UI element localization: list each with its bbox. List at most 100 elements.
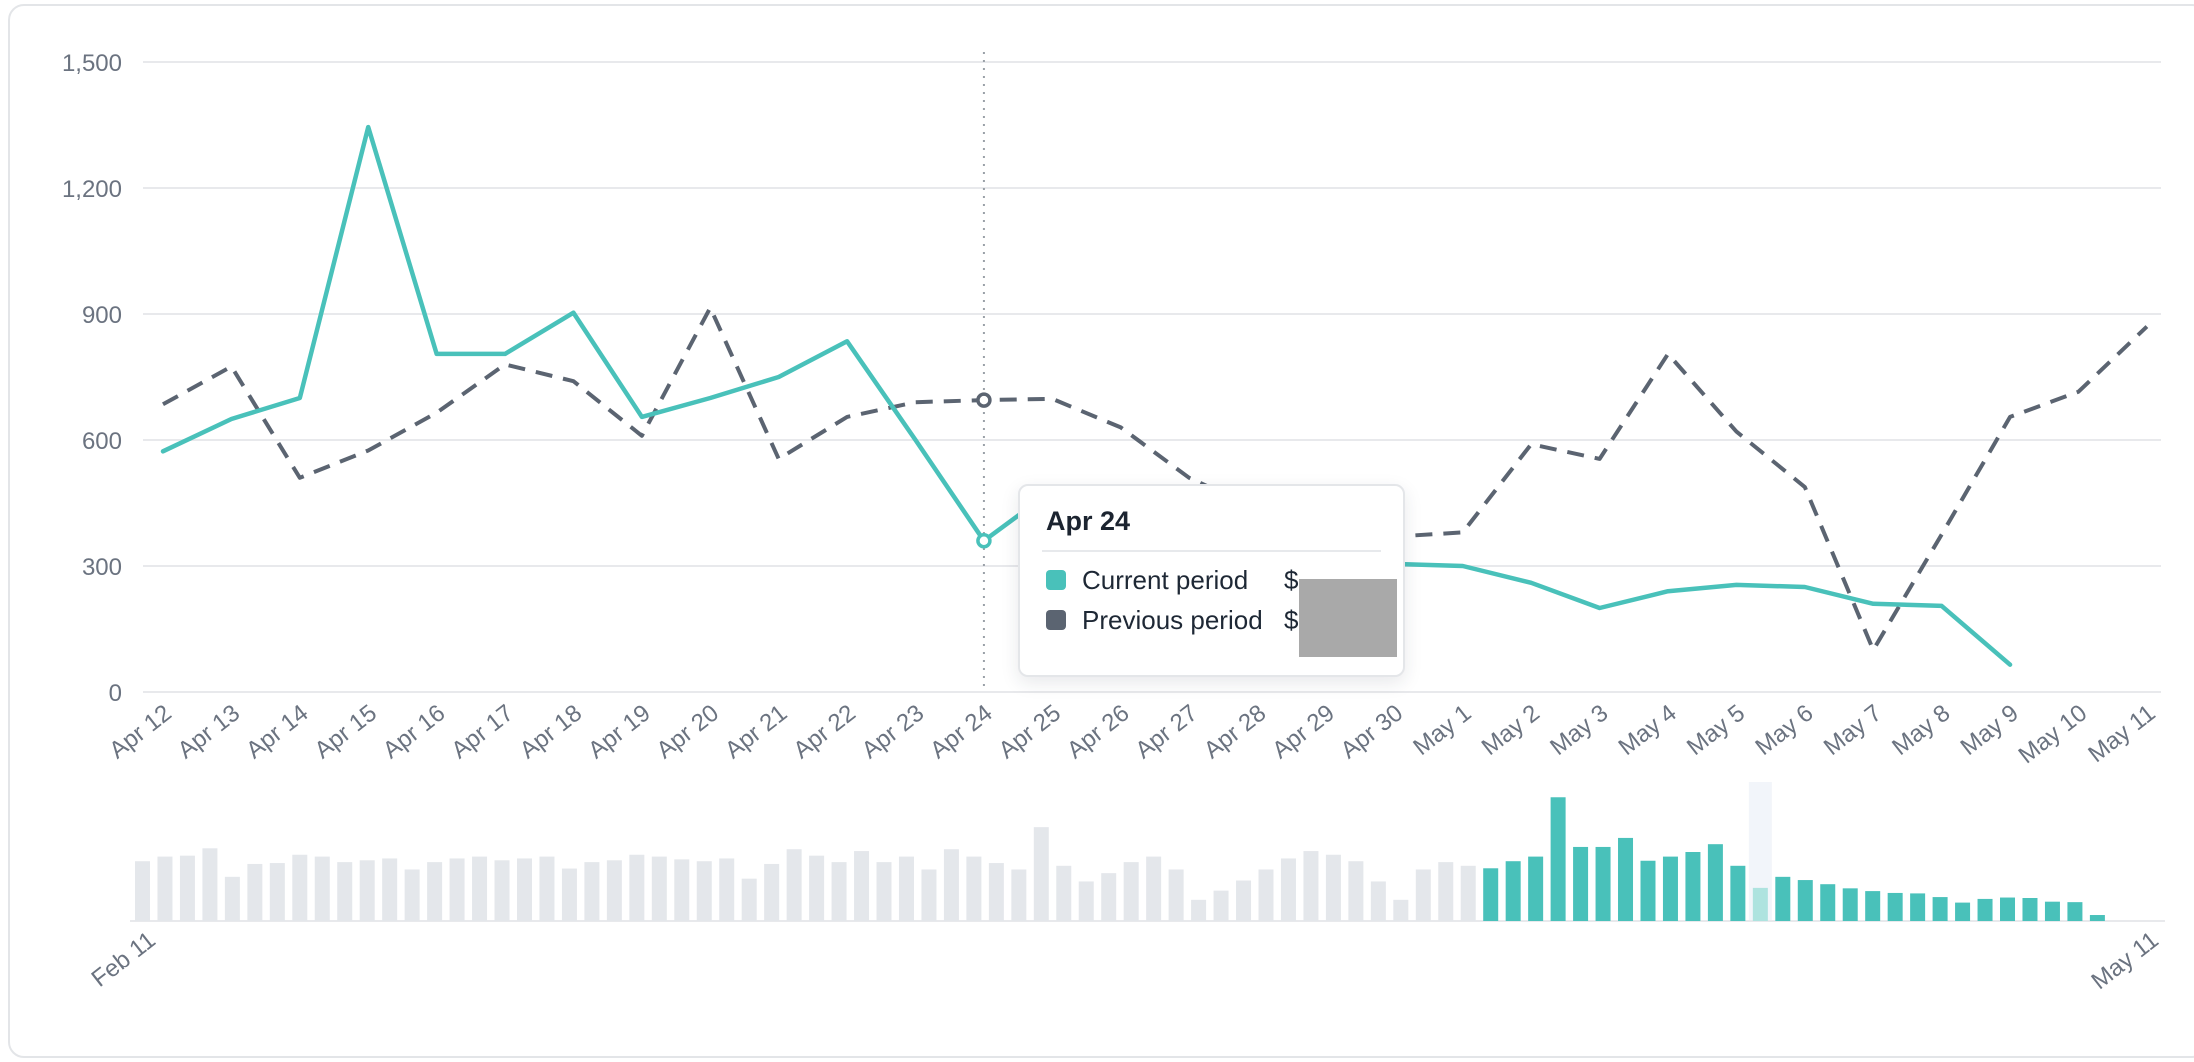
x-axis-tick-label: Apr 16 — [378, 699, 450, 764]
x-axis-tick-label: Apr 29 — [1267, 699, 1339, 764]
x-axis-tick-label: May 8 — [1887, 699, 1955, 761]
mini-bar-outside-range — [359, 860, 375, 921]
y-axis-tick-label: 900 — [82, 302, 122, 329]
mini-bar-outside-range — [516, 858, 532, 921]
current-period-label: Current period — [1082, 564, 1249, 595]
mini-bar-outside-range — [1011, 869, 1027, 921]
x-axis-tick-label: May 2 — [1477, 699, 1545, 761]
mini-bar-selected-range — [1483, 868, 1499, 921]
mini-bar-outside-range — [337, 862, 353, 921]
x-axis-tick-label: Apr 17 — [446, 699, 518, 764]
tooltip-divider — [1042, 550, 1381, 552]
x-axis-tick-label: Apr 21 — [720, 699, 792, 764]
x-axis-tick-label: Apr 30 — [1336, 699, 1408, 764]
x-axis-tick-label: Apr 24 — [925, 699, 997, 764]
mini-bar-outside-range — [1033, 827, 1049, 921]
mini-bar-selected-range — [2022, 898, 2038, 921]
previous-period-line — [162, 305, 2149, 652]
y-axis-tick-label: 600 — [82, 428, 122, 455]
mini-highlight-band — [1748, 782, 1772, 921]
mini-bar-outside-range — [988, 863, 1004, 921]
previous-period-value-prefix: $ — [1284, 604, 1299, 635]
mini-bar-selected-range — [1730, 865, 1746, 921]
mini-bar-outside-range — [179, 855, 195, 921]
mini-bar-outside-range — [876, 862, 892, 921]
current-period-swatch-icon — [1046, 570, 1066, 590]
mini-bar-outside-range — [1236, 880, 1252, 921]
mini-bar-selected-range — [1618, 837, 1634, 921]
mini-bar-outside-range — [449, 858, 465, 921]
x-axis-tick-label: May 5 — [1682, 699, 1750, 761]
x-axis-tick-label: May 7 — [1819, 699, 1887, 761]
mini-bar-selected-range — [2089, 915, 2105, 921]
mini-bar-outside-range — [427, 862, 443, 921]
mini-bar-selected-range — [2067, 902, 2083, 921]
tooltip-date-title: Apr 24 — [1046, 506, 1131, 536]
mini-bar-outside-range — [1325, 854, 1341, 921]
mini-bar-outside-range — [494, 860, 510, 921]
current-period-hover-marker — [976, 533, 992, 549]
x-axis-tick-label: May 1 — [1408, 699, 1476, 761]
mini-bar-outside-range — [1078, 881, 1094, 921]
x-axis-tick-label: Apr 22 — [788, 699, 860, 764]
mini-bar-selected-range — [1910, 893, 1926, 921]
mini-bar-selected-range — [1550, 797, 1566, 921]
x-axis-tick-label: May 11 — [2083, 699, 2160, 768]
mini-bar-outside-range — [247, 863, 263, 921]
mini-bar-outside-range — [898, 856, 914, 921]
mini-bar-outside-range — [1393, 899, 1409, 921]
x-axis-tick-label: Apr 28 — [1199, 699, 1271, 764]
mini-bar-outside-range — [854, 851, 870, 921]
mini-bar-outside-range — [135, 861, 150, 921]
mini-bar-outside-range — [1280, 858, 1296, 921]
mini-bar-outside-range — [1460, 865, 1476, 921]
x-axis-tick-label: May 4 — [1614, 699, 1682, 761]
mini-bar-outside-range — [561, 868, 577, 921]
x-axis-tick-label: May 9 — [1956, 699, 2024, 761]
hover-tooltip: Apr 24 Current period $ Previous period … — [1018, 484, 1405, 677]
mini-bar-outside-range — [1438, 862, 1454, 921]
range-selector-chart[interactable]: Feb 11 May 11 — [0, 780, 2194, 1062]
mini-bar-outside-range — [1191, 899, 1207, 921]
mini-bar-selected-range — [1595, 846, 1611, 921]
mini-bar-outside-range — [1258, 869, 1274, 921]
mini-bar-outside-range — [1213, 890, 1229, 921]
mini-bar-outside-range — [1101, 873, 1117, 921]
mini-bar-outside-range — [809, 855, 825, 921]
x-axis-tick-label: Apr 20 — [652, 699, 724, 764]
previous-period-hover-marker — [976, 392, 992, 408]
mini-bar-outside-range — [224, 876, 240, 921]
mini-bar-selected-range — [1977, 898, 1993, 921]
mini-bar-selected-range — [1887, 892, 1903, 921]
mini-bar-outside-range — [696, 861, 712, 921]
mini-bar-outside-range — [314, 856, 330, 921]
mini-bar-outside-range — [157, 856, 173, 921]
mini-bar-selected-range — [1640, 860, 1656, 921]
mini-bar-outside-range — [1370, 881, 1386, 921]
mini-bar-selected-range — [1865, 891, 1881, 921]
previous-period-swatch-icon — [1046, 610, 1066, 630]
mini-bar-outside-range — [404, 869, 420, 921]
mini-bar-outside-range — [943, 849, 959, 921]
redacted-values-box — [1299, 579, 1397, 657]
mini-bar-selected-range — [1707, 844, 1723, 921]
mini-bar-outside-range — [629, 854, 645, 921]
x-axis-tick-label: Apr 23 — [857, 699, 929, 764]
mini-bar-outside-range — [269, 863, 285, 921]
mini-bar-selected-range — [2000, 897, 2016, 921]
x-axis-tick-label: Apr 19 — [583, 699, 655, 764]
mini-bar-selected-range — [1842, 888, 1858, 921]
x-axis-tick-label: Apr 25 — [994, 699, 1066, 764]
mini-bar-outside-range — [674, 859, 690, 921]
mini-bar-outside-range — [584, 862, 600, 921]
mini-bar-outside-range — [202, 848, 218, 921]
mini-bar-selected-range — [1932, 897, 1948, 921]
x-axis-tick-label: Apr 26 — [1062, 699, 1134, 764]
tooltip-row-previous: Previous period $ — [1046, 600, 1377, 640]
mini-bar-outside-range — [472, 856, 488, 921]
mini-bar-outside-range — [292, 854, 308, 921]
mini-bar-outside-range — [1303, 851, 1319, 921]
mini-bar-selected-range — [2044, 901, 2060, 921]
